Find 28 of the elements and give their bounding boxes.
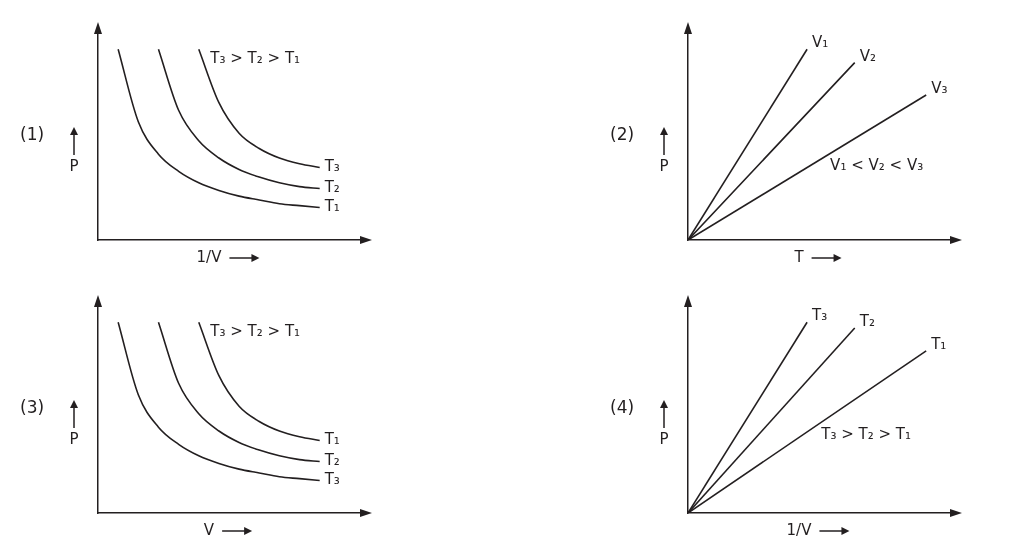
x-axis-title: 1/V xyxy=(786,520,813,539)
series-label: T₂ xyxy=(323,451,340,470)
text: (4) xyxy=(610,397,635,417)
text: (2) xyxy=(610,124,635,144)
series-label: T₃ xyxy=(323,470,340,489)
y-axis-title: P xyxy=(659,156,669,175)
series-label: V₁ xyxy=(812,33,829,52)
series-label: T₁ xyxy=(323,430,340,449)
series-label: T₃ xyxy=(811,306,828,325)
annotation: T₃ > T₂ > T₁ xyxy=(820,424,912,443)
x-axis-title: V xyxy=(203,520,215,539)
series-label: V₂ xyxy=(859,46,877,65)
text: (3) xyxy=(20,397,45,417)
text: (1) xyxy=(20,124,45,144)
series-label: T₂ xyxy=(858,311,875,330)
x-axis-title: 1/V xyxy=(196,247,223,266)
y-axis-title: P xyxy=(69,429,79,448)
series-label: V₃ xyxy=(931,78,948,97)
series-label: T₁ xyxy=(930,334,947,353)
series-label: T₃ xyxy=(323,157,340,176)
annotation: T₃ > T₂ > T₁ xyxy=(209,321,301,340)
y-axis-title: P xyxy=(69,156,79,175)
series-label: T₁ xyxy=(323,197,340,216)
annotation: V₁ < V₂ < V₃ xyxy=(830,155,924,174)
annotation: T₃ > T₂ > T₁ xyxy=(209,48,301,67)
series-label: T₂ xyxy=(323,178,340,197)
x-axis-title: T xyxy=(793,247,805,266)
y-axis-title: P xyxy=(659,429,669,448)
